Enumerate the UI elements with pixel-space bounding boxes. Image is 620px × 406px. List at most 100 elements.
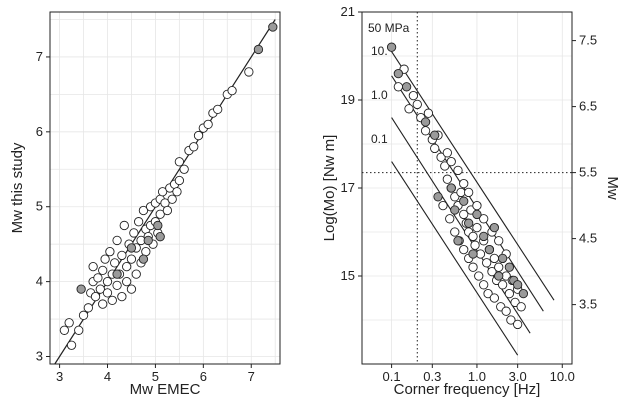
right-point-filled xyxy=(479,231,489,242)
right-data-points xyxy=(386,42,529,330)
left-point-open xyxy=(189,142,199,152)
right-point-open xyxy=(513,319,523,330)
right-point-filled xyxy=(450,205,460,215)
left-x-tick-label: 3 xyxy=(56,369,63,384)
right-y-tick-label: 17 xyxy=(341,180,355,195)
right-point-open xyxy=(468,262,478,272)
right-point-open xyxy=(504,288,515,299)
right-secondary-y-tick-label: 3.5 xyxy=(579,297,597,312)
left-point-filled xyxy=(143,235,153,246)
right-secondary-y-ticks: 3.5 4.5 5.5 6.5 7.5 xyxy=(572,33,597,312)
right-point-filled xyxy=(468,249,478,259)
left-point-open xyxy=(122,261,132,272)
left-x-tick-label: 6 xyxy=(200,369,207,384)
right-point-open xyxy=(472,222,482,233)
left-point-open xyxy=(102,276,113,287)
left-x-axis-label: Mw EMEC xyxy=(130,381,201,398)
left-point-open xyxy=(203,119,213,129)
stress-drop-line xyxy=(391,117,531,334)
left-point-open xyxy=(227,85,237,96)
left-y-tick-label: 6 xyxy=(36,124,43,139)
stress-drop-line xyxy=(391,161,519,356)
left-point-open xyxy=(172,187,182,197)
right-point-filled xyxy=(446,183,456,193)
right-point-open xyxy=(450,227,460,237)
right-point-open xyxy=(472,200,482,211)
right-point-open xyxy=(468,231,478,242)
left-point-open xyxy=(93,273,103,283)
right-point-filled xyxy=(472,209,482,220)
right-point-filled xyxy=(459,196,469,206)
left-point-open xyxy=(179,164,189,174)
left-point-open xyxy=(119,220,129,231)
right-point-open xyxy=(456,187,466,198)
left-point-open xyxy=(157,187,168,197)
right-point-open xyxy=(412,99,422,110)
right-point-open xyxy=(489,253,500,264)
left-point-open xyxy=(98,265,108,276)
left-point-open xyxy=(88,261,98,272)
left-point-filled xyxy=(153,220,163,231)
right-scatter-panel: 0.1 0.3 1.0 3.0 10.0 15 17 19 21 3.5 4.5 5.5 6.5 7.… xyxy=(321,4,620,398)
right-x-tick-label: 10.0 xyxy=(550,369,575,384)
right-point-open xyxy=(430,143,440,154)
left-point-open xyxy=(167,194,177,204)
right-point-open xyxy=(404,104,414,114)
right-point-open xyxy=(497,280,508,290)
right-point-open xyxy=(442,174,452,184)
right-point-open xyxy=(516,302,526,312)
right-x-tick-label: 3.0 xyxy=(509,369,527,384)
right-point-filled xyxy=(453,236,463,246)
right-secondary-y-tick-label: 5.5 xyxy=(579,165,597,180)
right-point-open xyxy=(479,280,489,290)
left-point-open xyxy=(105,247,115,257)
right-secondary-y-tick-label: 6.5 xyxy=(579,99,597,114)
left-point-open xyxy=(90,291,101,302)
stress-label-0-1: 0.1 xyxy=(371,132,388,146)
left-point-open xyxy=(78,310,89,320)
left-x-tick-label: 7 xyxy=(248,369,255,384)
right-point-filled xyxy=(420,117,431,127)
stress-label-1: 1.0 xyxy=(371,88,388,102)
left-grid xyxy=(50,12,280,364)
right-point-open xyxy=(479,214,489,224)
right-point-open xyxy=(470,240,480,250)
right-point-open xyxy=(489,293,500,303)
right-x-tick-label: 0.3 xyxy=(423,369,441,384)
right-x-tick-label: 0.1 xyxy=(383,369,401,384)
left-plot-frame xyxy=(49,11,281,365)
left-scatter-panel: 3 4 5 6 7 3 4 5 6 7 Mw EMEC Mw this study xyxy=(9,11,281,398)
left-y-ticks: 3 4 5 6 7 xyxy=(36,49,50,364)
left-point-open xyxy=(193,130,204,141)
left-y-tick-label: 3 xyxy=(36,349,43,364)
right-point-open xyxy=(450,192,460,202)
right-grid xyxy=(362,11,572,364)
right-y-tick-label: 15 xyxy=(341,268,355,283)
left-point-open xyxy=(174,175,185,186)
right-point-open xyxy=(440,161,450,171)
left-point-filled xyxy=(138,254,149,264)
right-point-open xyxy=(487,266,497,277)
right-point-open xyxy=(494,262,504,272)
right-y-tick-label: 21 xyxy=(341,4,355,19)
right-y-tick-label: 19 xyxy=(341,92,355,107)
left-point-open xyxy=(138,205,149,216)
right-point-filled xyxy=(430,130,440,140)
left-point-open xyxy=(64,318,74,328)
right-point-open xyxy=(423,108,434,118)
left-point-open xyxy=(129,228,139,238)
right-point-open xyxy=(459,209,469,220)
right-point-open xyxy=(506,315,516,325)
left-point-open xyxy=(59,325,70,335)
left-point-open xyxy=(66,340,77,350)
left-point-filled xyxy=(76,284,86,294)
right-point-open xyxy=(446,156,456,167)
left-point-open xyxy=(244,67,254,77)
right-point-open xyxy=(453,165,463,176)
left-x-ticks: 3 4 5 6 7 xyxy=(56,364,255,384)
right-secondary-y-tick-label: 7.5 xyxy=(579,33,597,48)
left-point-open xyxy=(117,291,127,302)
right-point-open xyxy=(474,271,484,281)
left-point-open xyxy=(83,303,93,313)
